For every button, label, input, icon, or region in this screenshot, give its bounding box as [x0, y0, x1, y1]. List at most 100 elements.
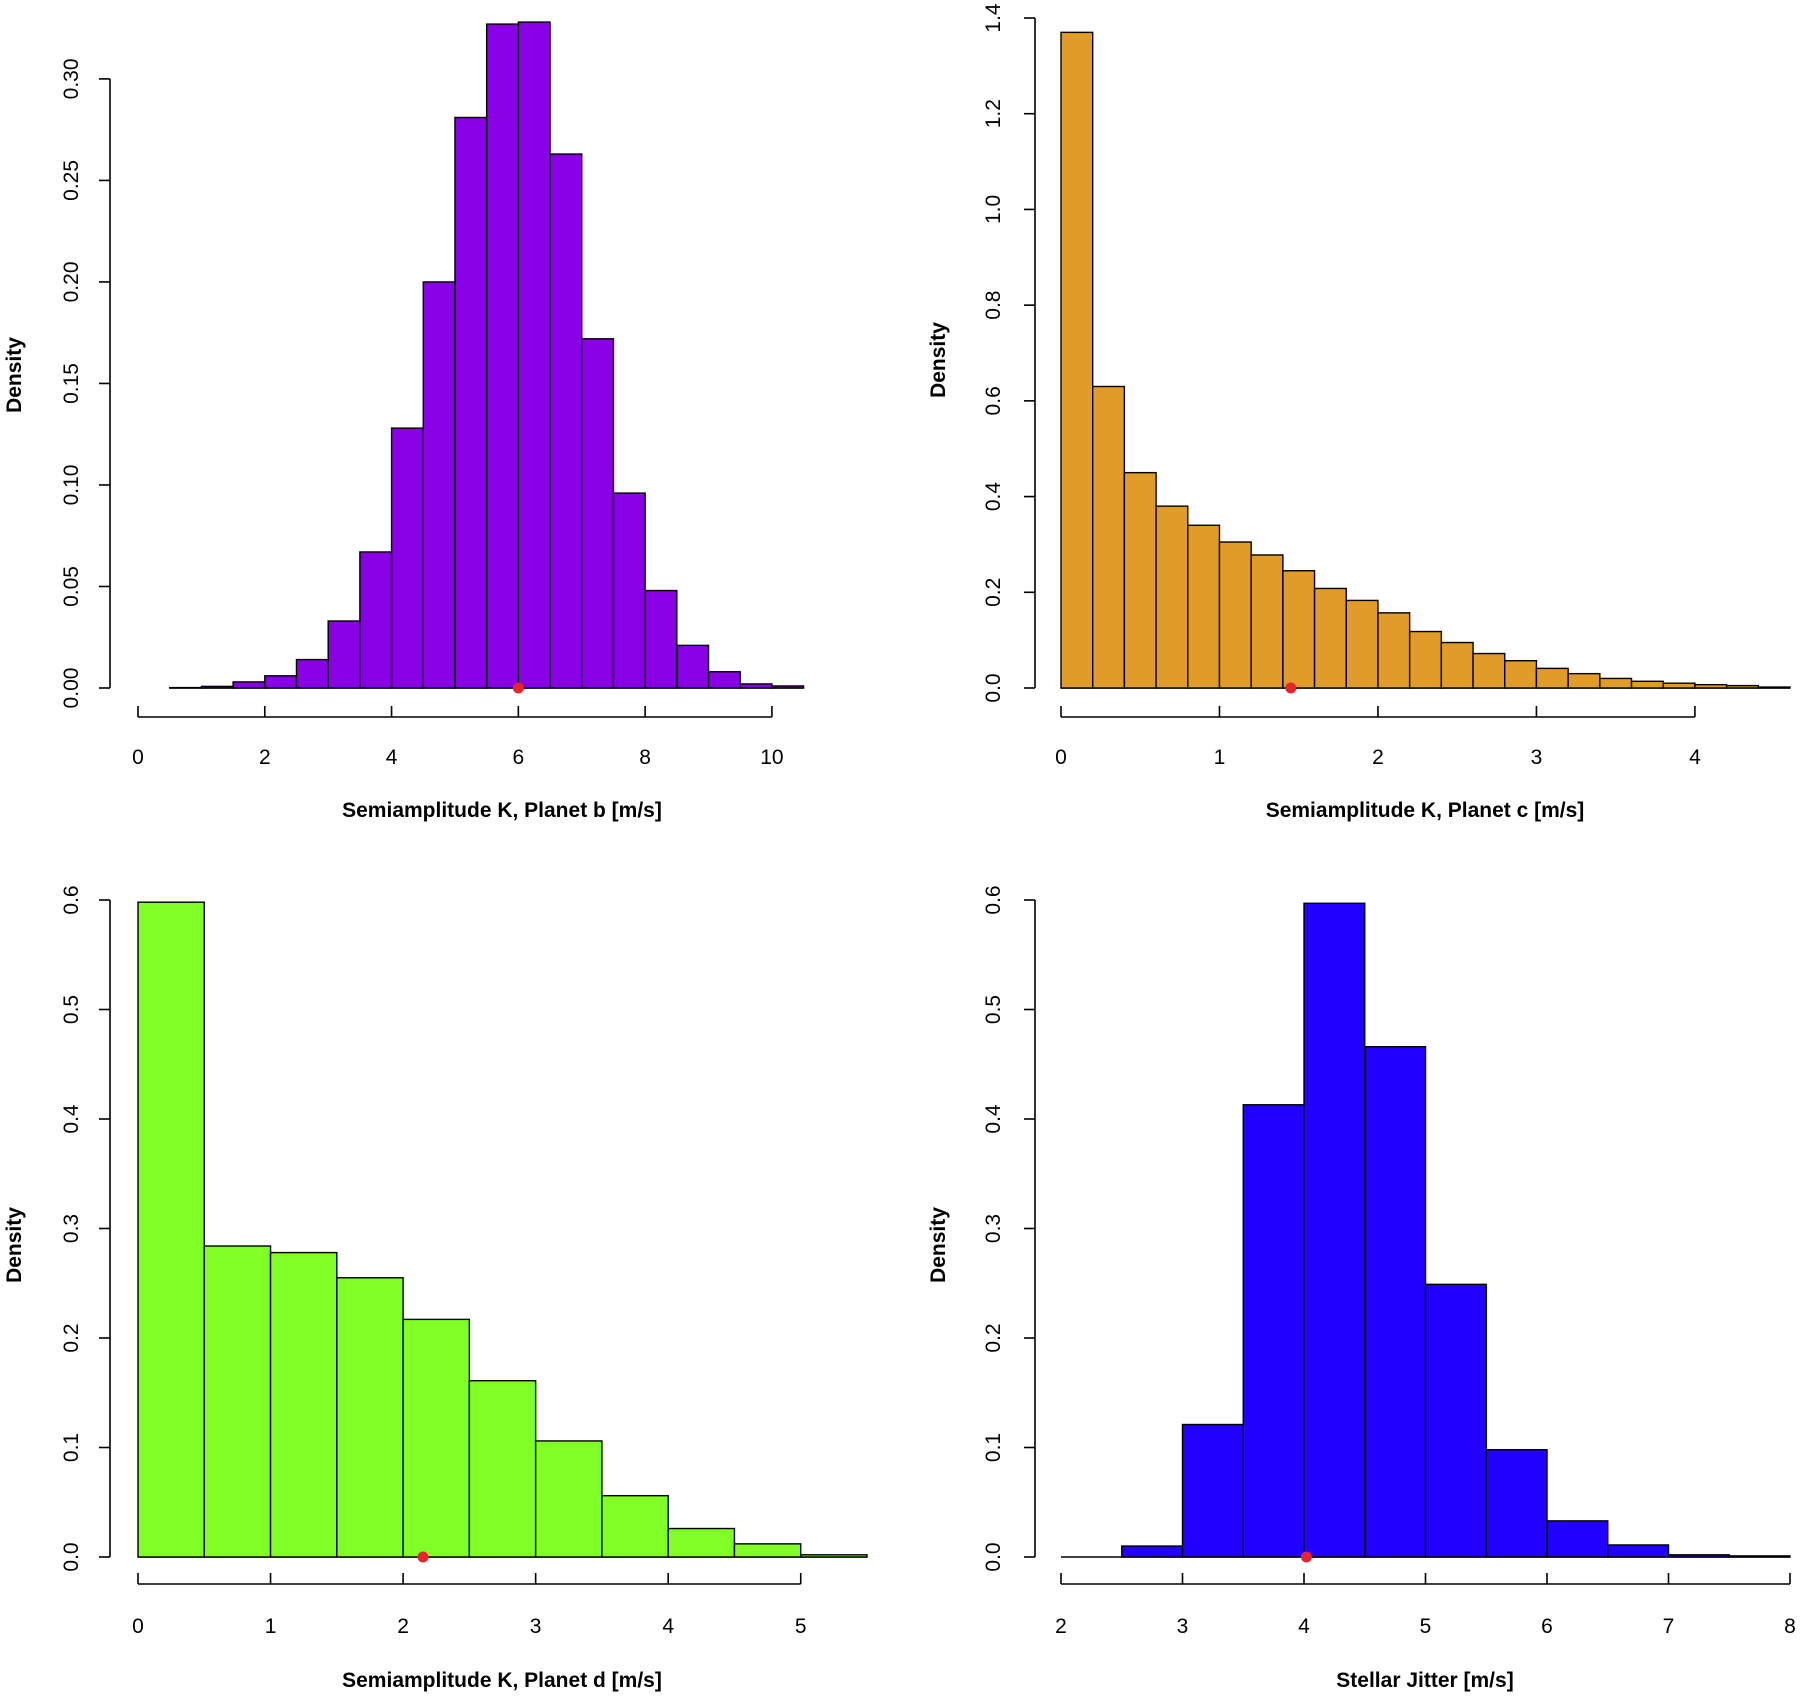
- histogram-bar: [1181, 1423, 1244, 1558]
- histogram-bar: [232, 681, 266, 689]
- y-tick-label: 0.2: [982, 578, 1005, 607]
- x-tick-label: 1: [1214, 746, 1226, 769]
- histogram-bar: [390, 427, 424, 689]
- histogram-bar: [1662, 682, 1696, 689]
- y-tick-label: 0.6: [982, 386, 1005, 415]
- y-axis-label: Density: [927, 322, 950, 398]
- histogram-bar: [1345, 599, 1379, 689]
- y-tick-label: 0.0: [982, 1542, 1005, 1571]
- y-tick-label: 0.20: [60, 262, 83, 303]
- y-tick-label: 0.1: [60, 1433, 83, 1462]
- histogram-bar: [359, 551, 393, 689]
- y-tick-label: 0.30: [60, 58, 83, 99]
- y-tick-label: 0.6: [60, 885, 83, 914]
- histogram-bar: [1630, 680, 1664, 689]
- histogram-bar: [1282, 570, 1316, 689]
- histogram-bar: [1728, 1555, 1791, 1558]
- panel-planet-c: Semiamplitude K, Planet c [m/s] Density …: [927, 3, 1791, 822]
- x-tick-label: 4: [662, 1615, 674, 1638]
- y-tick-label: 0.4: [982, 1104, 1005, 1134]
- x-axis-label: Semiamplitude K, Planet d [m/s]: [342, 1669, 662, 1692]
- histogram-bar: [733, 1543, 802, 1558]
- histogram-bar: [612, 492, 646, 689]
- estimate-marker: [1285, 682, 1297, 694]
- histogram-bar: [1303, 902, 1366, 1558]
- histogram-bar: [1242, 1104, 1305, 1558]
- panel-planet-b: Semiamplitude K, Planet b [m/s] Density …: [3, 21, 805, 822]
- histogram-bar: [1504, 660, 1538, 689]
- histogram-bar: [137, 901, 205, 1558]
- histogram-bar: [601, 1494, 669, 1558]
- histogram-bar: [1377, 612, 1411, 689]
- histogram-bar: [1123, 471, 1157, 689]
- histogram-bar: [422, 281, 456, 689]
- y-tick-label: 0.3: [60, 1214, 83, 1243]
- histogram-bar: [707, 671, 741, 689]
- histogram-bar: [485, 23, 520, 689]
- x-tick-label: 3: [1177, 1615, 1189, 1638]
- y-tick-label: 0.8: [982, 291, 1005, 320]
- estimate-marker: [417, 1551, 429, 1563]
- histogram-bar: [402, 1318, 471, 1558]
- x-tick-label: 8: [639, 746, 651, 769]
- histogram-bar: [1091, 385, 1126, 689]
- histogram-bar: [771, 685, 805, 689]
- x-tick-label: 10: [760, 746, 783, 769]
- histogram-bar: [1472, 652, 1506, 689]
- x-tick-label: 4: [1689, 746, 1701, 769]
- y-tick-label: 0.3: [982, 1214, 1005, 1243]
- x-tick-label: 6: [1541, 1615, 1553, 1638]
- histogram-bar: [549, 153, 583, 689]
- histogram-bar: [1757, 686, 1791, 689]
- estimate-marker: [512, 682, 524, 694]
- y-tick-label: 0.10: [60, 465, 83, 506]
- x-tick-label: 6: [513, 746, 525, 769]
- x-tick-label: 8: [1784, 1615, 1796, 1638]
- y-tick-label: 0.2: [60, 1323, 83, 1352]
- histogram-bar: [269, 1251, 338, 1558]
- histogram-bar: [667, 1527, 736, 1558]
- histogram-bar: [1546, 1520, 1609, 1558]
- histogram-bar: [517, 21, 551, 689]
- y-axis-label: Density: [3, 1207, 26, 1283]
- y-tick-label: 0.6: [982, 885, 1005, 914]
- histogram-bar: [534, 1440, 603, 1558]
- histogram-bar: [1408, 630, 1443, 689]
- histogram-bar: [1187, 524, 1221, 689]
- y-tick-label: 0.25: [60, 160, 83, 201]
- y-tick-label: 0.2: [982, 1323, 1005, 1352]
- histogram-bar: [1218, 541, 1252, 689]
- histogram-bar: [264, 675, 298, 689]
- histogram-bar: [1667, 1554, 1730, 1558]
- y-tick-label: 0.4: [982, 482, 1005, 512]
- panel-stellar-jitter: Stellar Jitter [m/s] Density 2 3 4 5 6 7 8 0.0 0…: [927, 885, 1796, 1692]
- histogram-bar: [1250, 554, 1284, 689]
- histogram-bar: [1567, 672, 1601, 689]
- x-tick-label: 2: [1055, 1615, 1067, 1638]
- x-tick-label: 2: [1372, 746, 1384, 769]
- y-tick-label: 1.0: [982, 195, 1005, 224]
- y-tick-label: 0.1: [982, 1433, 1005, 1462]
- x-tick-label: 2: [397, 1615, 409, 1638]
- histogram-bar: [1535, 667, 1569, 689]
- histogram-bar: [739, 683, 773, 689]
- histogram-bar: [1440, 641, 1474, 689]
- histogram-bar: [676, 644, 710, 689]
- histogram-bar: [1060, 31, 1094, 689]
- x-tick-label: 5: [1420, 1615, 1432, 1638]
- y-tick-label: 0.5: [60, 995, 83, 1024]
- histogram-bar: [336, 1277, 404, 1558]
- histogram-bar: [1694, 683, 1728, 689]
- y-tick-label: 0.0: [60, 1542, 83, 1571]
- y-axis-label: Density: [3, 337, 26, 413]
- histogram-bar: [1364, 1046, 1427, 1558]
- x-axis-label: Semiamplitude K, Planet b [m/s]: [342, 799, 662, 822]
- histogram-bar: [468, 1380, 537, 1558]
- histogram-bar: [1313, 587, 1347, 689]
- x-axis-label: Semiamplitude K, Planet c [m/s]: [1266, 799, 1585, 822]
- y-tick-label: 0.00: [60, 668, 83, 709]
- x-tick-label: 2: [259, 746, 271, 769]
- y-tick-label: 0.4: [60, 1104, 83, 1134]
- x-axis-label: Stellar Jitter [m/s]: [1336, 1669, 1513, 1692]
